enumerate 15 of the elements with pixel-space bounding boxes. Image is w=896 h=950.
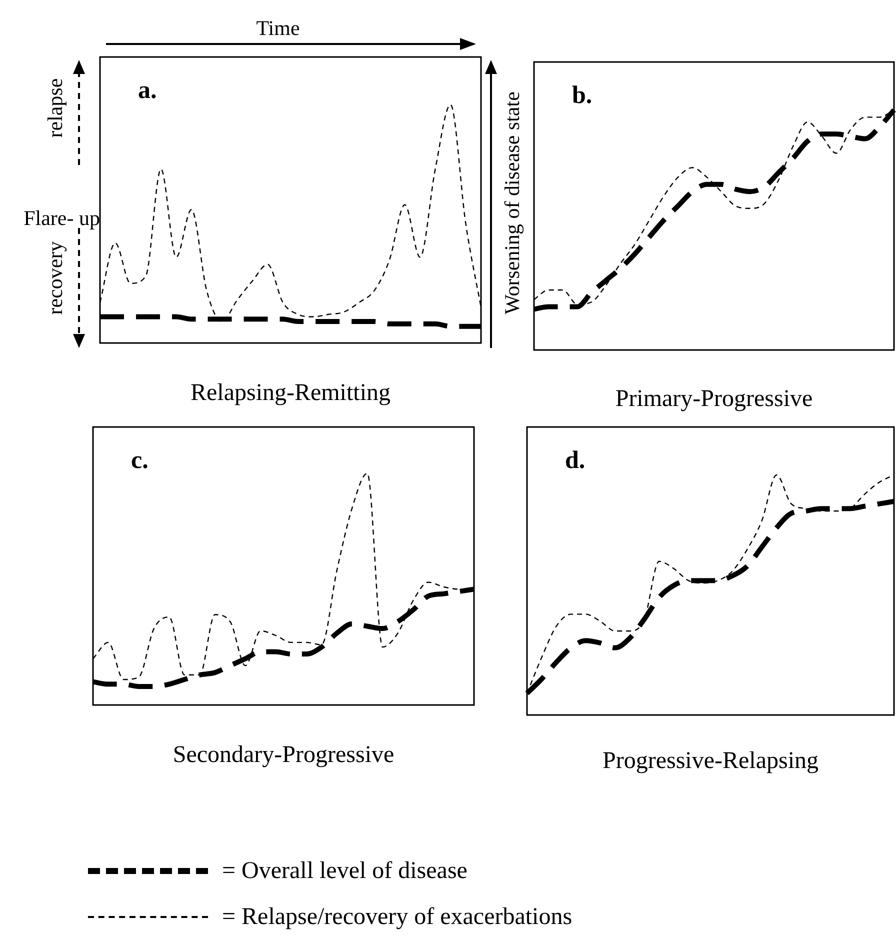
annotation: Flare- up: [22, 206, 100, 231]
legend-label: = Overall level of disease: [222, 858, 468, 884]
text: recovery: [43, 241, 67, 315]
legend-label: = Relapse/recovery of exacerbations: [222, 904, 572, 930]
chart-title: c.: [131, 446, 148, 474]
x-axis-title: Progressive-Relapsing: [602, 748, 820, 775]
chart-title: d.: [565, 446, 586, 474]
y-axis-title: Worsening of disease state: [499, 90, 525, 316]
x-axis-title: Secondary-Progressive: [172, 742, 396, 769]
chart-title: a.: [138, 76, 157, 104]
chart-title: b.: [572, 82, 592, 109]
text: relapse: [43, 77, 68, 140]
x-axis-title: Relapsing-Remitting: [190, 380, 392, 407]
x-axis-title: Primary-Progressive: [614, 386, 814, 413]
text: Time: [255, 16, 301, 41]
